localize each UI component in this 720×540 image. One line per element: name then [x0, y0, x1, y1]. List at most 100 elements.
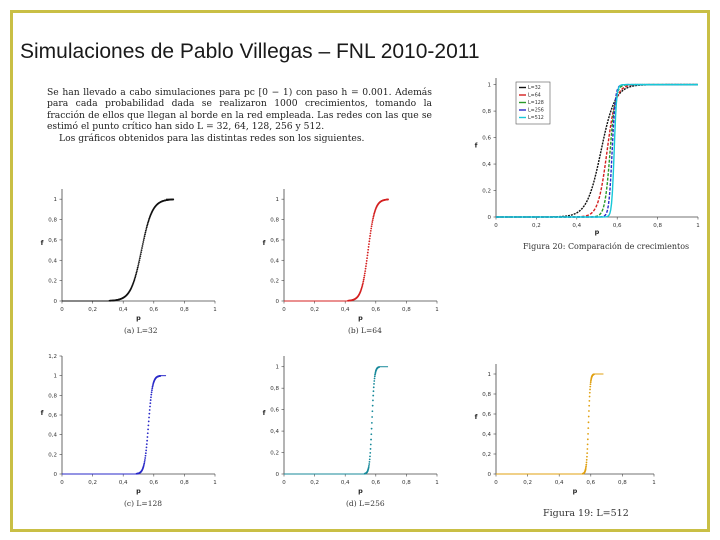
- data-point: [370, 427, 373, 430]
- data-point: [370, 225, 373, 228]
- data-point: [144, 452, 147, 455]
- series-points: [284, 198, 389, 302]
- data-point: [588, 404, 591, 407]
- data-point: [148, 412, 151, 415]
- x-tick-label: 0,6: [149, 480, 158, 486]
- x-tick-label: 0,6: [586, 480, 595, 486]
- chart-svg-L512: 0 0,2 0,4 0,6 0,8 1 0 0,2 0,4 0,6 0,8 1 p f: [475, 364, 656, 495]
- data-point: [585, 463, 588, 466]
- data-point: [137, 264, 140, 267]
- data-point: [148, 409, 151, 411]
- data-point: [588, 399, 591, 402]
- x-tick-label: 1: [213, 480, 217, 486]
- y-tick-label: 0,6: [270, 238, 279, 244]
- data-point: [147, 221, 149, 224]
- data-point: [360, 286, 363, 289]
- data-point: [369, 455, 371, 458]
- x-tick-label: 0,6: [371, 480, 380, 486]
- data-point: [361, 285, 364, 288]
- data-point: [372, 217, 374, 220]
- data-point: [146, 224, 149, 227]
- data-point: [368, 243, 370, 246]
- x-axis-label: p: [358, 487, 363, 495]
- data-point: [134, 276, 137, 279]
- data-point: [146, 439, 149, 442]
- intro-text: Se han llevado a cabo simulaciones para …: [47, 87, 432, 144]
- data-point: [589, 383, 592, 386]
- data-point: [586, 448, 589, 450]
- chart-caption-l256: (d) L=256: [346, 499, 385, 508]
- data-point: [145, 443, 148, 446]
- chart-caption-l128: (c) L=128: [124, 499, 163, 508]
- y-tick-label: 0,6: [48, 413, 57, 419]
- chart-svg-L64: 0 0,2 0,4 0,6 0,8 1 0 0,2 0,4 0,6 0,8 1 p f: [263, 189, 439, 322]
- figure-19-caption: Figura 19: L=512: [543, 508, 629, 519]
- data-point: [372, 394, 375, 397]
- data-point: [144, 457, 147, 459]
- x-tick-label: 0,4: [119, 307, 128, 313]
- x-tick-label: 0,6: [149, 307, 158, 313]
- data-point: [151, 387, 154, 390]
- data-point: [140, 251, 143, 254]
- data-point: [586, 438, 589, 441]
- y-tick-label: 0,6: [48, 238, 57, 244]
- y-axis-label: f: [263, 409, 266, 417]
- legend-label: L=32: [528, 85, 541, 91]
- y-tick-label: 0,8: [270, 218, 279, 224]
- data-point: [146, 223, 149, 226]
- x-tick-label: 0,2: [523, 480, 532, 486]
- data-point: [371, 404, 374, 407]
- data-point: [371, 223, 373, 225]
- legend-label: L=64: [528, 93, 541, 99]
- data-point: [587, 415, 590, 418]
- data-point: [135, 270, 138, 273]
- x-tick-label: 0,8: [618, 480, 627, 486]
- chart-comparison: 0 0,2 0,4 0,6 0,8 1 0 0,2 0,4 0,6 0,8 1 p f L=32 L=64 L=…: [470, 72, 702, 237]
- x-axis-label: p: [136, 487, 141, 495]
- x-tick-label: 0,8: [180, 480, 189, 486]
- data-point: [370, 227, 373, 230]
- data-point: [371, 416, 374, 418]
- data-point: [370, 421, 373, 424]
- data-point: [150, 393, 153, 396]
- data-point: [141, 243, 144, 245]
- data-point: [147, 420, 150, 423]
- data-point: [138, 261, 140, 263]
- y-tick-label: 0,4: [270, 258, 279, 264]
- data-point: [159, 375, 162, 377]
- y-axis-label: f: [475, 413, 478, 421]
- y-tick-label: 0,8: [48, 393, 57, 399]
- x-tick-label: 1: [435, 307, 439, 313]
- data-point: [134, 275, 137, 277]
- x-tick-label: 0,2: [532, 223, 541, 229]
- data-point: [367, 248, 370, 251]
- data-point: [367, 246, 370, 248]
- data-point: [147, 220, 150, 223]
- y-tick-label: 0: [54, 299, 58, 305]
- y-tick-label: 0,4: [48, 258, 57, 264]
- data-point: [365, 262, 368, 265]
- data-point: [593, 373, 595, 376]
- data-point: [140, 249, 143, 251]
- data-point: [589, 385, 592, 388]
- x-tick-label: 0: [282, 307, 286, 313]
- data-point: [150, 391, 153, 394]
- series-points: [62, 198, 175, 302]
- data-point: [361, 283, 364, 286]
- data-point: [587, 421, 590, 424]
- legend-label: L=128: [528, 100, 544, 106]
- data-point: [363, 276, 365, 279]
- y-tick-label: 1: [276, 197, 280, 203]
- data-point: [368, 458, 371, 461]
- y-axis-label: f: [41, 239, 44, 247]
- x-tick-label: 0,2: [88, 307, 97, 313]
- data-point: [144, 233, 146, 236]
- x-tick-label: 0: [494, 480, 498, 486]
- data-point: [146, 432, 149, 435]
- x-tick-label: 0,2: [310, 480, 319, 486]
- y-tick-label: 1: [54, 374, 58, 380]
- data-point: [586, 455, 588, 458]
- data-point: [369, 232, 372, 235]
- y-tick-label: 0,2: [48, 279, 57, 285]
- y-axis-label: f: [475, 142, 478, 150]
